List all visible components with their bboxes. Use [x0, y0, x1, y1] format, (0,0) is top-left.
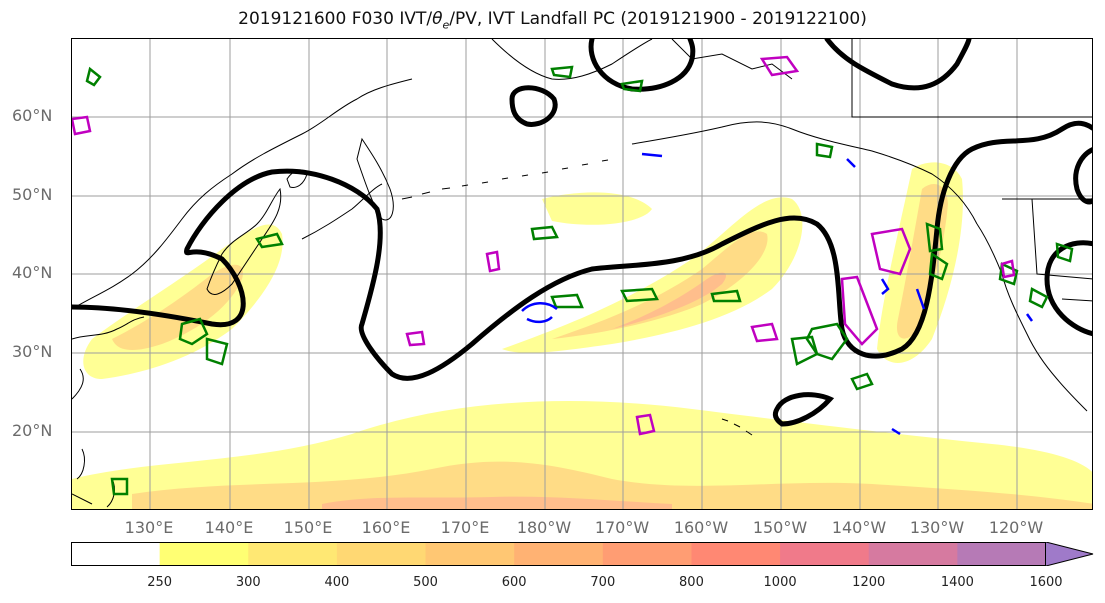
lon-label-130e: 130°E [124, 518, 174, 537]
colorbar-tick-label: 800 [679, 575, 704, 590]
colorbar-tick-label: 1600 [1029, 575, 1063, 590]
lon-label-160w: 160°W [673, 518, 729, 537]
colorbar-tick-label: 500 [413, 575, 438, 590]
pv-negative-contours [521, 152, 1034, 436]
lon-label-170w: 170°W [594, 518, 650, 537]
pv-positive-contours [72, 55, 1016, 436]
lat-label-50n: 50°N [12, 185, 53, 204]
lon-label-150w: 150°W [752, 518, 808, 537]
theta-e-contours [85, 65, 1074, 496]
lon-label-140e: 140°E [204, 518, 254, 537]
colorbar-segment [159, 542, 249, 566]
lat-label-30n: 30°N [12, 342, 53, 361]
height-contours [72, 39, 1092, 427]
colorbar-segment [957, 542, 1047, 566]
colorbar-tick-label: 1200 [852, 575, 886, 590]
lon-label-180w: 180°W [516, 518, 572, 537]
colorbar-frame [71, 542, 1046, 566]
colorbar-tick-label: 1000 [763, 575, 797, 590]
colorbar-arrow-outline [1045, 542, 1094, 566]
lon-label-120w: 120°W [988, 518, 1044, 537]
colorbar-tick-label: 1400 [940, 575, 974, 590]
colorbar-extend-arrow [1046, 542, 1093, 566]
map-panel [71, 38, 1093, 510]
lat-label-60n: 60°N [12, 106, 53, 125]
colorbar-segment [248, 542, 338, 566]
colorbar-segment [691, 542, 781, 566]
lon-label-170e: 170°E [440, 518, 490, 537]
colorbar-tick-label: 600 [501, 575, 527, 590]
colorbar-segment [602, 542, 692, 566]
lon-label-140w: 140°W [831, 518, 887, 537]
colorbar-tick-label: 700 [590, 575, 616, 590]
lat-label-20n: 20°N [12, 421, 53, 440]
colorbar-tick-label: 300 [235, 575, 261, 590]
colorbar-tick-label: 250 [147, 575, 173, 590]
lon-label-160e: 160°E [361, 518, 411, 537]
colorbar-segment [780, 542, 870, 566]
lon-label-130w: 130°W [909, 518, 965, 537]
colorbar-segment [514, 542, 604, 566]
ivt-colorbar [71, 542, 1094, 566]
colorbar-segments [71, 542, 1047, 566]
colorbar-segment [425, 542, 515, 566]
map-title: 2019121600 F030 IVT/θe/PV, IVT Landfall … [238, 9, 867, 32]
coastlines [72, 39, 1092, 508]
colorbar-tick-label: 400 [324, 575, 350, 590]
lat-label-40n: 40°N [12, 263, 53, 282]
lon-label-150e: 150°E [283, 518, 333, 537]
colorbar-segment [336, 542, 427, 566]
colorbar-segment [868, 542, 958, 566]
colorbar-segment [71, 542, 161, 566]
map-canvas [72, 39, 1092, 509]
